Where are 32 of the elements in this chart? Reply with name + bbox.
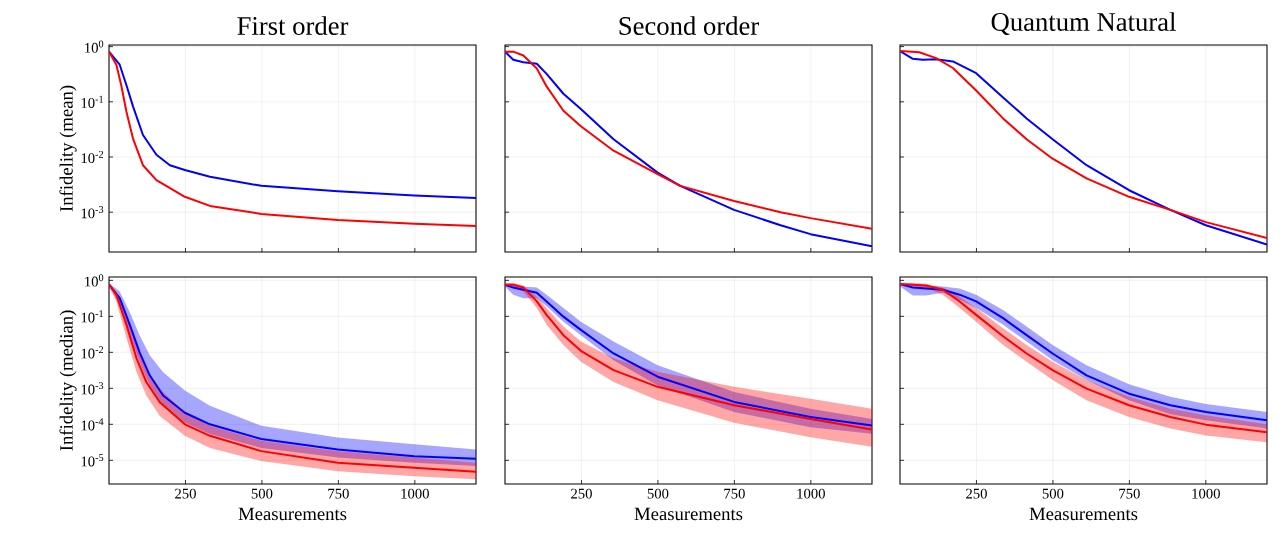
y-axis-title: Infidelity (median) bbox=[59, 310, 77, 451]
chart-title: Quantum Natural bbox=[991, 12, 1176, 35]
x-axis-title: Measurements bbox=[634, 507, 743, 521]
y-tick-label: 10$^{-4}$ bbox=[81, 418, 104, 431]
line-series bbox=[109, 50, 477, 200]
x-tick-label: 1000 bbox=[401, 488, 429, 499]
y-tick-label: 10$^{0}$ bbox=[85, 274, 104, 287]
x-tick-label: 250 bbox=[966, 488, 987, 499]
x-axis-title: Measurements bbox=[238, 507, 347, 521]
x-tick-label: 750 bbox=[328, 488, 349, 499]
x-tick-label: 1000 bbox=[1192, 488, 1220, 499]
x-tick-label: 750 bbox=[1119, 488, 1140, 499]
y-tick-label: 10$^{0}$ bbox=[85, 40, 104, 53]
y-tick-label: 10$^{-5}$ bbox=[81, 454, 104, 467]
x-tick-label: 1000 bbox=[797, 488, 825, 499]
chart-title: First order bbox=[237, 16, 349, 35]
y-axis-title: Infidelity (mean) bbox=[59, 85, 77, 212]
y-tick-label: 10$^{-2}$ bbox=[81, 150, 104, 164]
x-tick-label: 500 bbox=[1042, 488, 1064, 499]
line-series bbox=[109, 50, 477, 228]
y-tick-label: 10$^{-1}$ bbox=[81, 95, 104, 108]
x-tick-label: 250 bbox=[571, 488, 592, 499]
y-tick-label: 10$^{-1}$ bbox=[81, 310, 104, 323]
x-axis-title: Measurements bbox=[1029, 507, 1138, 521]
x-tick-label: 750 bbox=[724, 488, 745, 499]
x-tick-label: 500 bbox=[251, 488, 273, 499]
y-tick-label: 10$^{-2}$ bbox=[81, 346, 104, 359]
x-tick-label: 250 bbox=[175, 488, 196, 499]
chart-title: Second order bbox=[619, 16, 759, 35]
y-tick-label: 10$^{-3}$ bbox=[81, 382, 104, 395]
x-tick-label: 500 bbox=[647, 488, 669, 499]
y-tick-label: 10$^{-3}$ bbox=[81, 206, 104, 219]
